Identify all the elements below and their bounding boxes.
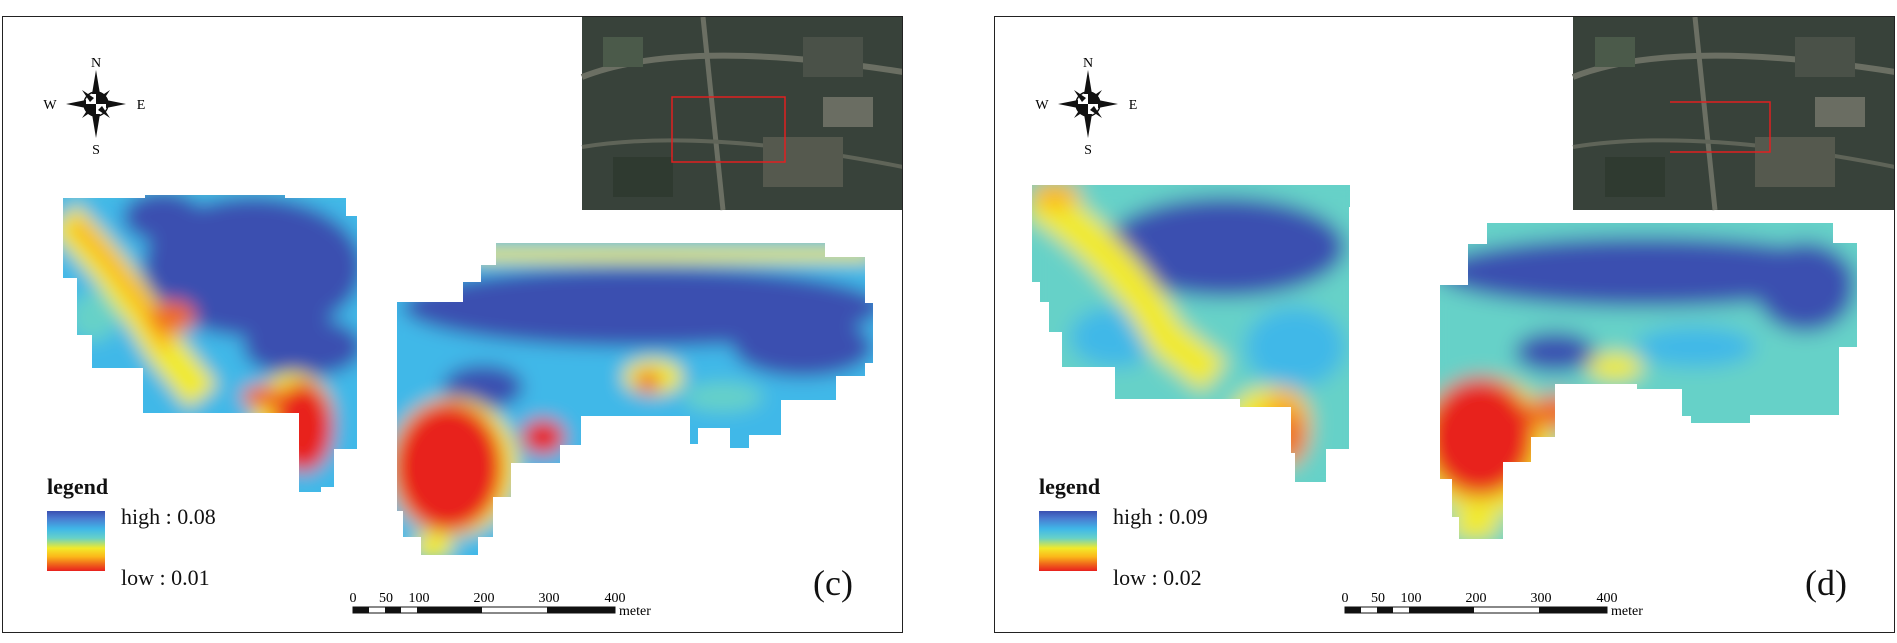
legend-high-value: high : 0.09 xyxy=(1113,504,1208,529)
scale-tick-0: 0 xyxy=(350,591,357,606)
map-panel-d: N S E W xyxy=(994,16,1895,633)
inset-highlight-box xyxy=(671,96,786,163)
satellite-inset-c xyxy=(580,17,902,211)
compass-south: S xyxy=(92,143,100,158)
compass-rose-c: N S E W xyxy=(43,56,145,158)
study-area-west-c xyxy=(47,195,357,492)
scale-tick-100: 100 xyxy=(409,591,430,606)
scale-tick-200: 200 xyxy=(1466,591,1487,606)
compass-rose-d: N S E W xyxy=(1035,56,1137,158)
scale-tick-300: 300 xyxy=(1531,591,1552,606)
inset-highlight-box xyxy=(1670,101,1771,153)
heatmap-d: N S E W xyxy=(1032,17,1894,619)
scale-tick-200: 200 xyxy=(474,591,495,606)
study-area-east-c xyxy=(397,243,873,555)
scale-unit: meter xyxy=(619,604,651,619)
legend-title: legend xyxy=(1039,474,1101,499)
legend-title: legend xyxy=(47,474,109,499)
legend-low-value: low : 0.01 xyxy=(121,565,210,590)
compass-east: E xyxy=(137,98,146,113)
compass-south: S xyxy=(1084,143,1092,158)
scale-tick-50: 50 xyxy=(379,591,393,606)
heatmap-c: N S E W xyxy=(43,17,902,619)
map-panel-c: N S E W xyxy=(2,16,903,633)
legend-low-value: low : 0.02 xyxy=(1113,565,1202,590)
compass-west: W xyxy=(43,98,57,113)
scale-unit: meter xyxy=(1611,604,1643,619)
compass-north: N xyxy=(91,56,101,71)
study-area-west-d xyxy=(1032,185,1350,482)
satellite-inset-d xyxy=(1571,17,1894,211)
scale-tick-400: 400 xyxy=(605,591,626,606)
scale-tick-50: 50 xyxy=(1371,591,1385,606)
scale-bar-d: 0 50 100 200 300 400 meter xyxy=(1342,591,1644,619)
compass-east: E xyxy=(1129,98,1138,113)
scale-bar-c: 0 50 100 200 300 400 meter xyxy=(350,591,652,619)
compass-west: W xyxy=(1035,98,1049,113)
panel-label: (d) xyxy=(1805,563,1847,603)
scale-tick-100: 100 xyxy=(1401,591,1422,606)
compass-north: N xyxy=(1083,56,1093,71)
legend-color-ramp xyxy=(1039,511,1097,571)
study-area-east-d xyxy=(1440,223,1857,539)
panel-label: (c) xyxy=(813,563,853,603)
legend-color-ramp xyxy=(47,511,105,571)
scale-tick-300: 300 xyxy=(539,591,560,606)
legend-high-value: high : 0.08 xyxy=(121,504,216,529)
scale-tick-0: 0 xyxy=(1342,591,1349,606)
scale-tick-400: 400 xyxy=(1597,591,1618,606)
